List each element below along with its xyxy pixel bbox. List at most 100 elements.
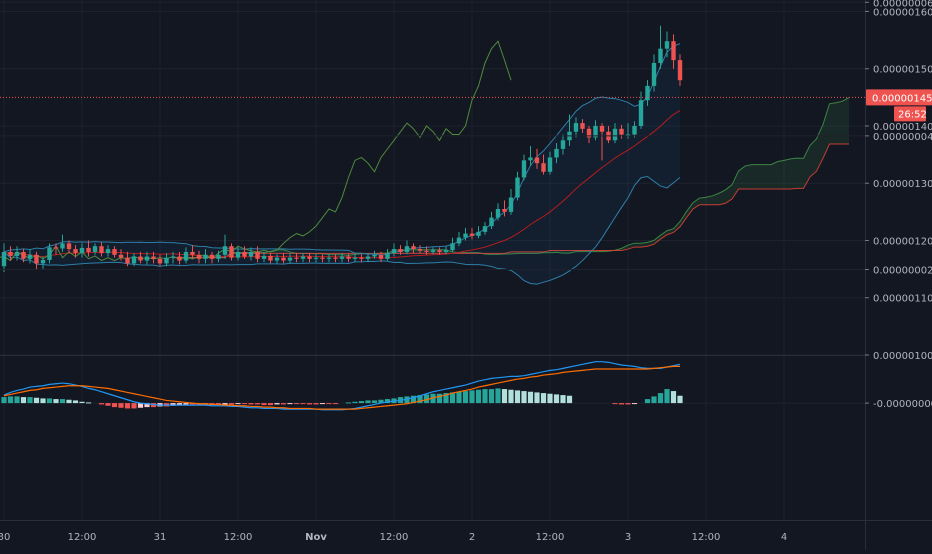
candle-body[interactable] — [430, 250, 436, 252]
candle-body[interactable] — [255, 251, 260, 259]
candle-body[interactable] — [359, 257, 364, 259]
candle-body[interactable] — [645, 85, 650, 101]
candle-body[interactable] — [476, 231, 481, 236]
candle-body[interactable] — [164, 257, 169, 264]
candle-body[interactable] — [482, 226, 488, 232]
candle-body[interactable] — [27, 254, 33, 259]
candle-body[interactable] — [183, 251, 189, 261]
candle-body[interactable] — [508, 197, 514, 212]
candle-body[interactable] — [528, 157, 533, 161]
candle-body[interactable] — [638, 100, 644, 126]
candle-body[interactable] — [560, 140, 566, 149]
candle-body[interactable] — [619, 128, 624, 135]
candle-body[interactable] — [372, 254, 377, 257]
candle-body[interactable] — [294, 257, 299, 259]
candle-body[interactable] — [541, 163, 546, 172]
candle-body[interactable] — [66, 243, 72, 250]
candle-body[interactable] — [313, 257, 319, 259]
candle-body[interactable] — [157, 258, 163, 264]
candle-body[interactable] — [599, 125, 605, 132]
macd-pane[interactable]: 0.00000006 0.00000004 0.00000002 -0.0000000… — [0, 0, 932, 411]
candle-body[interactable] — [99, 246, 104, 254]
candle-body[interactable] — [138, 256, 143, 261]
candle-body[interactable] — [515, 177, 520, 198]
candle-body[interactable] — [625, 134, 631, 136]
candle-body[interactable] — [339, 256, 345, 259]
candle-body[interactable] — [632, 125, 637, 135]
candle-body[interactable] — [287, 257, 293, 261]
candle-body[interactable] — [209, 254, 215, 259]
candle-body[interactable] — [203, 254, 208, 259]
candle-body[interactable] — [274, 257, 280, 261]
candle-body[interactable] — [352, 257, 358, 259]
candle-body[interactable] — [326, 257, 332, 259]
candle-body[interactable] — [131, 256, 137, 264]
candle-body[interactable] — [40, 259, 46, 264]
candle-body[interactable] — [664, 41, 670, 49]
candle-body[interactable] — [443, 250, 449, 252]
candle-body[interactable] — [268, 255, 273, 261]
candle-body[interactable] — [118, 254, 124, 258]
candle-body[interactable] — [235, 251, 241, 258]
candle-body[interactable] — [125, 257, 130, 264]
candle-body[interactable] — [300, 256, 306, 259]
candle-body[interactable] — [378, 254, 384, 259]
candle-body[interactable] — [144, 256, 150, 261]
candle-body[interactable] — [398, 249, 403, 252]
candle-body[interactable] — [8, 251, 13, 256]
candle-body[interactable] — [547, 157, 553, 172]
candle-body[interactable] — [521, 160, 527, 178]
candle-body[interactable] — [658, 48, 663, 63]
candle-body[interactable] — [463, 233, 468, 238]
candle-body[interactable] — [417, 249, 423, 251]
candle-body[interactable] — [281, 257, 286, 261]
candle-body[interactable] — [73, 249, 78, 254]
candle-body[interactable] — [450, 243, 455, 251]
candle-body[interactable] — [222, 246, 228, 255]
candle-body[interactable] — [404, 246, 410, 252]
candle-body[interactable] — [1, 251, 7, 267]
candle-body[interactable] — [196, 254, 202, 259]
candle-body[interactable] — [320, 257, 325, 259]
candle-body[interactable] — [307, 256, 312, 259]
candle-body[interactable] — [391, 249, 397, 254]
candle-body[interactable] — [346, 256, 351, 259]
candle-body[interactable] — [105, 249, 111, 254]
candle-body[interactable] — [651, 62, 657, 86]
candle-body[interactable] — [456, 237, 462, 244]
candle-body[interactable] — [437, 250, 442, 252]
candle-body[interactable] — [469, 233, 475, 236]
candle-body[interactable] — [502, 208, 507, 212]
candle-body[interactable] — [190, 251, 195, 255]
candle-body[interactable] — [53, 247, 59, 249]
candle-body[interactable] — [60, 243, 65, 249]
candle-body[interactable] — [593, 125, 598, 138]
candle-body[interactable] — [34, 254, 39, 264]
candle-body[interactable] — [177, 256, 182, 261]
candle-body[interactable] — [261, 255, 267, 259]
candle-body[interactable] — [495, 208, 501, 218]
candle-body[interactable] — [79, 247, 85, 254]
candle-body[interactable] — [365, 256, 371, 259]
candle-body[interactable] — [489, 217, 494, 227]
time-axis[interactable]: 30 12:00 31 12:00 Nov 12:00 2 12:00 3 12:00 4 — [0, 532, 787, 543]
candle-body[interactable] — [385, 253, 390, 259]
candle-body[interactable] — [580, 123, 585, 129]
candle-body[interactable] — [14, 251, 20, 256]
candle-body[interactable] — [229, 246, 234, 258]
candle-body[interactable] — [554, 148, 559, 158]
candle-body[interactable] — [612, 128, 618, 141]
candle-body[interactable] — [333, 257, 338, 259]
candle-body[interactable] — [151, 256, 156, 259]
candle-body[interactable] — [671, 41, 676, 61]
candle-body[interactable] — [170, 256, 176, 258]
candle-body[interactable] — [21, 251, 26, 259]
candle-body[interactable] — [242, 251, 247, 257]
candle-body[interactable] — [92, 246, 98, 252]
candle-body[interactable] — [424, 250, 429, 252]
candle-body[interactable] — [573, 123, 579, 132]
candle-body[interactable] — [86, 247, 91, 252]
candles[interactable] — [1, 25, 683, 272]
